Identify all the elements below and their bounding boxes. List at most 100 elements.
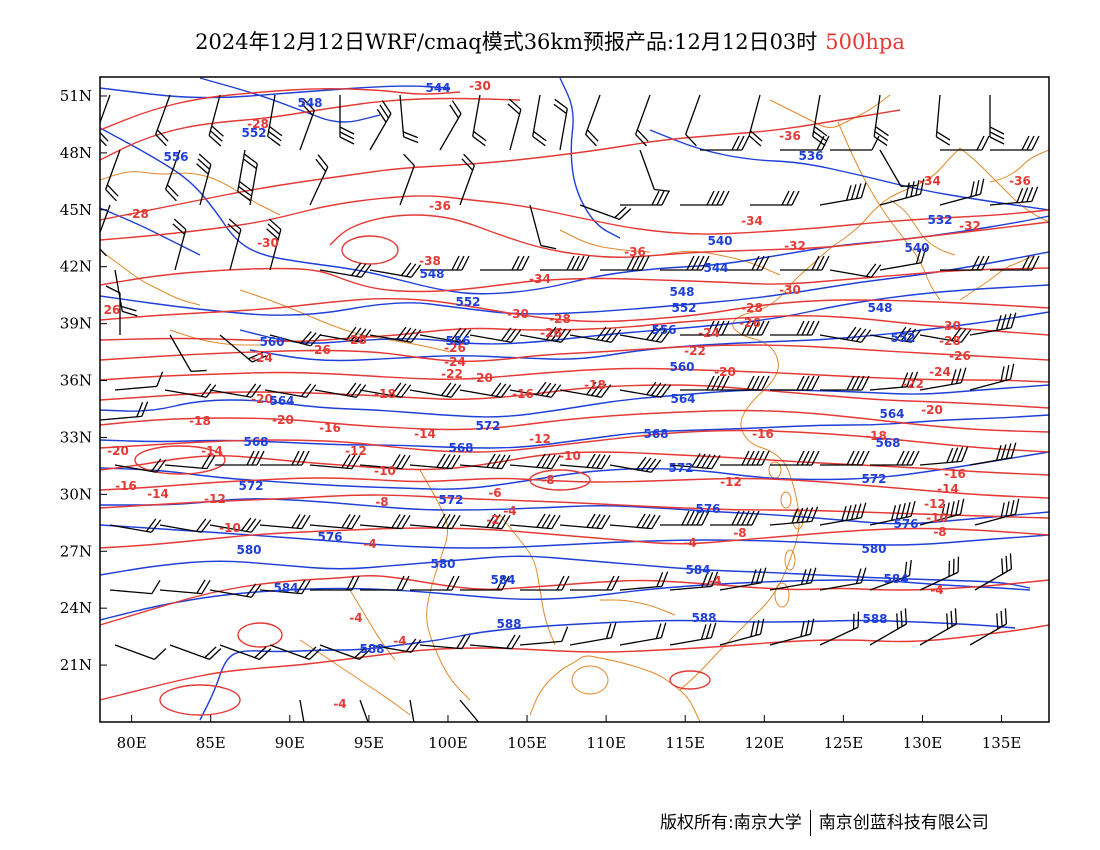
wind-barb (159, 518, 212, 533)
temperature-contour-label: -30 (469, 79, 491, 93)
temperature-contour-label: -34 (741, 214, 763, 228)
y-axis: 51N 48N 45N 42N 39N 36N 33N 30N 27N 24N 21N (60, 87, 107, 674)
title-level: 500hpa (825, 30, 905, 54)
height-contour-label: 580 (236, 543, 261, 557)
wind-barb (869, 371, 919, 391)
temperature-contour-label: -10 (926, 511, 948, 525)
wind-barb (553, 98, 568, 151)
wind-barb (509, 453, 561, 470)
temperature-contour-label: -4 (503, 504, 516, 518)
height-contour-label: 552 (671, 301, 696, 315)
temperature-contour-label: -24 (929, 365, 951, 379)
temperature-contour-label: -4 (393, 634, 406, 648)
temperature-contour (100, 315, 1049, 343)
height-contour-label: 532 (927, 213, 952, 227)
wind-barb (873, 94, 889, 147)
wind-barb (769, 506, 819, 526)
temperature-contour-label: -24 (698, 326, 720, 340)
wind-barb (559, 513, 611, 530)
wind-barb (100, 204, 111, 257)
temperature-contour-label: -24 (444, 355, 466, 369)
wind-barb (169, 334, 207, 373)
height-contour (100, 384, 1049, 418)
wind-barb (869, 500, 916, 526)
y-tick-label: 42N (60, 258, 92, 276)
wind-barb (309, 154, 329, 206)
y-tick-label: 48N (60, 144, 92, 162)
y-tick-label: 24N (60, 599, 92, 617)
temperature-contour (669, 670, 711, 690)
temperature-contour (100, 367, 1049, 383)
coastline (559, 229, 651, 253)
wind-barb (579, 204, 632, 220)
wind-barb (164, 383, 217, 398)
wind-barb (319, 262, 372, 278)
map-title: 2024年12月12日WRF/cmaq模式36km预报产品:12月12日03时 5… (0, 26, 1100, 56)
temperature-contour-label: -18 (865, 429, 887, 443)
wind-barb (869, 560, 912, 591)
wind-barb (919, 367, 967, 391)
height-contour-label: 568 (643, 427, 668, 441)
height-contour-label: 584 (273, 581, 298, 595)
temperature-contour-label: -22 (684, 344, 706, 358)
temperature-contour-label: -20 (107, 444, 129, 458)
wind-barb (940, 135, 990, 151)
height-contour-label: 580 (430, 557, 455, 571)
temperature-contour-label: -30 (257, 236, 279, 250)
temperature-contour-label: -8 (933, 525, 946, 539)
temperature-contour-label: -28 (741, 301, 763, 315)
height-contour-label: 548 (867, 301, 892, 315)
height-contour-label: 556 (445, 334, 470, 348)
wind-barb (532, 94, 547, 147)
wind-barb (209, 517, 262, 533)
temperature-contour-label: -16 (512, 387, 534, 401)
temperature-contour (100, 109, 901, 221)
wind-barb (439, 100, 462, 151)
coastline (837, 121, 941, 301)
x-tick-label: 100E (428, 734, 468, 752)
wind-barb (569, 326, 622, 343)
temperature-contour-label: -20 (921, 403, 943, 417)
wind-barb (266, 218, 282, 271)
temperature-contour (100, 87, 461, 131)
wind-barb (819, 182, 867, 206)
temperature-contour-label: -26 (540, 326, 562, 340)
height-contour-label: 556 (163, 150, 188, 164)
wind-barb (260, 450, 310, 466)
temperature-contour-label: -28 (549, 312, 571, 326)
coastline (599, 599, 676, 616)
wind-barb (520, 575, 570, 591)
wind-barb (529, 204, 557, 250)
wind-barb (237, 149, 253, 202)
temperature-contour-label: -28 (345, 333, 367, 347)
title-main: 2024年12月12日WRF/cmaq模式36km预报产品:12月12日03时 (195, 30, 818, 54)
wind-barb (359, 699, 375, 722)
temperature-contour-label: -16 (944, 467, 966, 481)
y-tick-label: 21N (60, 656, 92, 674)
wind-barb (570, 575, 620, 591)
wind-barb (399, 153, 415, 206)
temperature-contour (100, 429, 1049, 453)
wind-barb (507, 98, 522, 151)
wind-barb (269, 644, 322, 660)
wind-barb (409, 513, 461, 530)
wind-barb (227, 218, 242, 271)
wind-barb (369, 638, 422, 653)
height-contour-label: 572 (668, 461, 693, 475)
temperature-contour-label: -12 (720, 475, 742, 489)
copyright-left: 版权所有:南京大学 (660, 813, 802, 833)
plot-frame (99, 76, 1050, 723)
temperature-contour (100, 527, 1049, 549)
wind-barb (164, 454, 216, 470)
height-contour (100, 451, 1049, 490)
wind-barb (939, 178, 985, 206)
height-contour-label: 556 (651, 323, 676, 337)
height-contour-label: 552 (241, 126, 266, 140)
height-contour-label: 544 (425, 81, 450, 95)
coastline (299, 639, 411, 716)
height-contour-label: 564 (269, 394, 294, 408)
wind-barb (869, 326, 922, 343)
wind-barb (919, 327, 972, 343)
height-contour (100, 85, 451, 99)
wind-barb (369, 326, 422, 343)
